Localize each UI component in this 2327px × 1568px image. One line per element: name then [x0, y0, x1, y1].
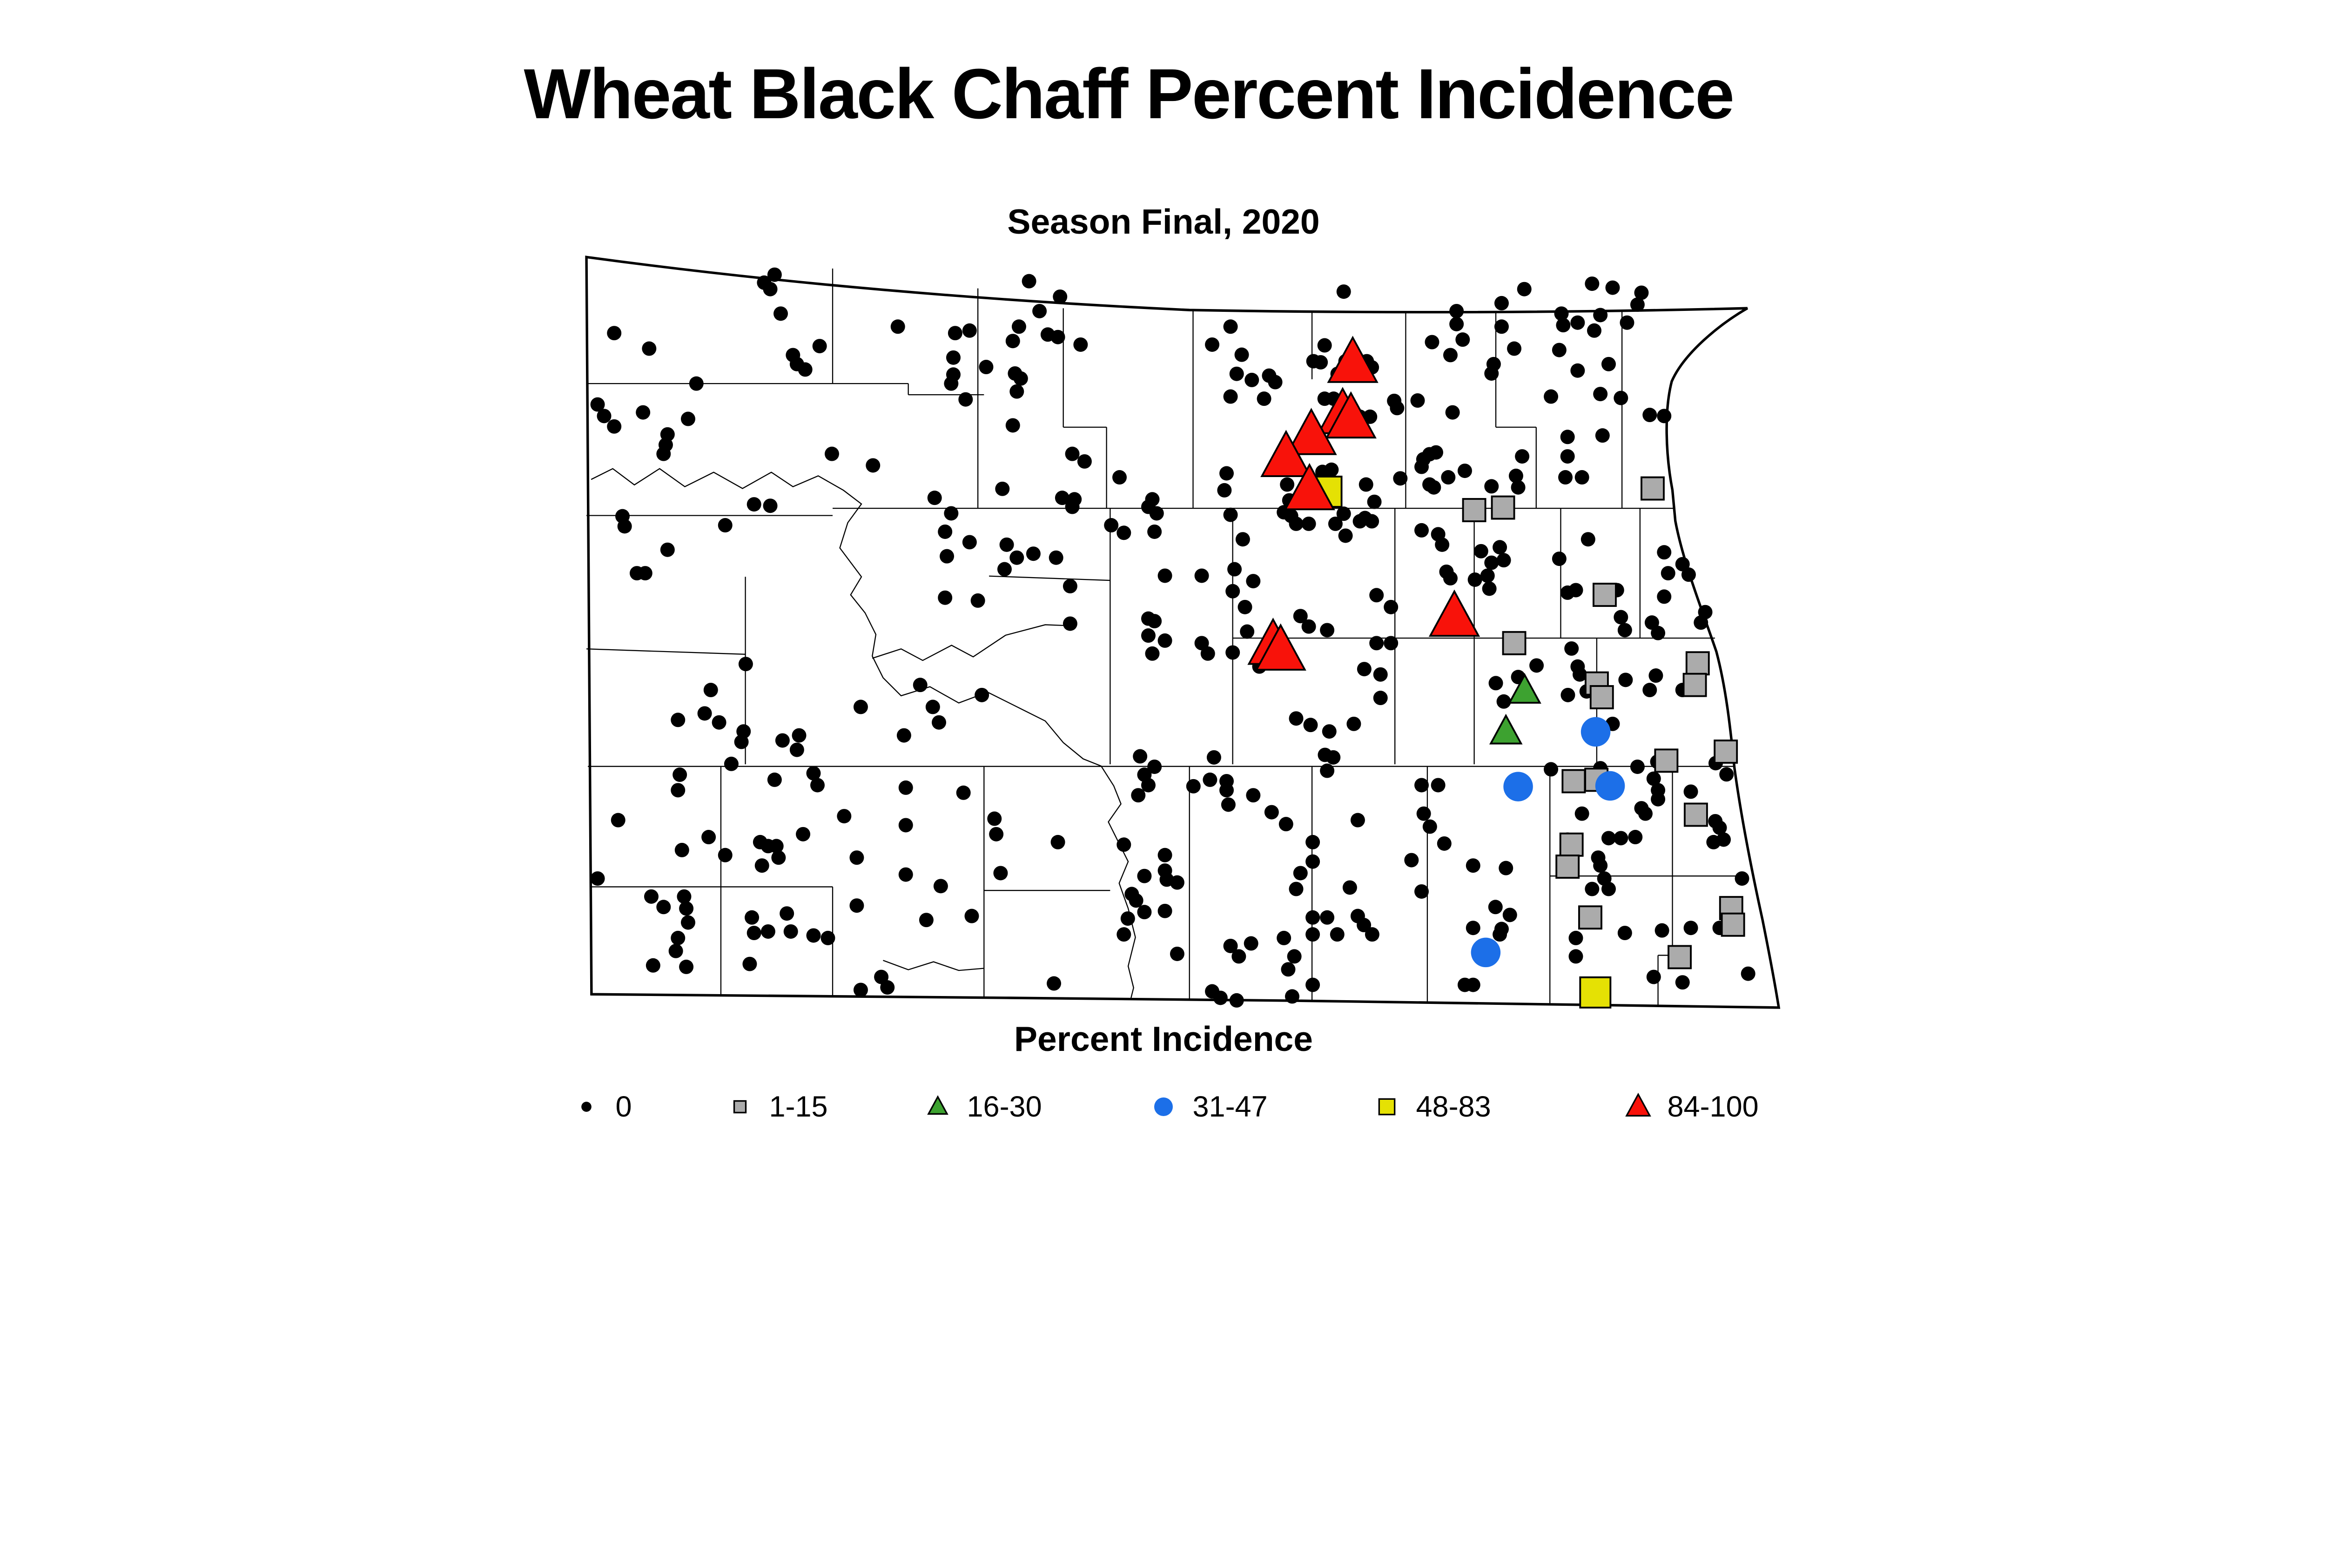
black-dot-icon — [581, 1102, 592, 1112]
legend-item-4: 48-83 — [1368, 1088, 1491, 1125]
legend-item-5: 84-100 — [1620, 1088, 1759, 1125]
figure: Wheat Black Chaff Percent Incidence Seas… — [524, 54, 1781, 1125]
series-triangles-16-30 — [1489, 673, 1541, 745]
blue-circle-icon — [1154, 1097, 1173, 1117]
series-circles-31-47 — [1471, 717, 1625, 968]
yellow-square-icon — [1378, 1098, 1396, 1116]
legend-title: Percent Incidence — [1014, 1019, 1313, 1059]
legend-label: 48-83 — [1416, 1090, 1491, 1124]
series-triangles-84-100 — [1247, 336, 1480, 671]
legend-label: 16-30 — [967, 1090, 1042, 1124]
chart-title: Wheat Black Chaff Percent Incidence — [524, 54, 1735, 134]
state-outline — [585, 256, 1781, 1009]
gray-square-icon — [733, 1100, 747, 1114]
legend-item-3: 31-47 — [1145, 1088, 1268, 1125]
legend-item-1: 1-15 — [721, 1088, 828, 1125]
red-triangle-icon — [1625, 1092, 1651, 1117]
legend-item-2: 16-30 — [919, 1088, 1042, 1125]
chart-subtitle: Season Final, 2020 — [1007, 202, 1320, 242]
legend-item-0: 0 — [568, 1088, 632, 1125]
north-dakota-map — [585, 256, 1781, 1009]
green-triangle-icon — [927, 1095, 948, 1115]
legend-label: 84-100 — [1667, 1090, 1759, 1124]
legend-label: 0 — [615, 1090, 632, 1124]
legend-label: 31-47 — [1192, 1090, 1268, 1124]
legend-label: 1-15 — [769, 1090, 828, 1124]
series-squares-1-15 — [1462, 476, 1745, 969]
